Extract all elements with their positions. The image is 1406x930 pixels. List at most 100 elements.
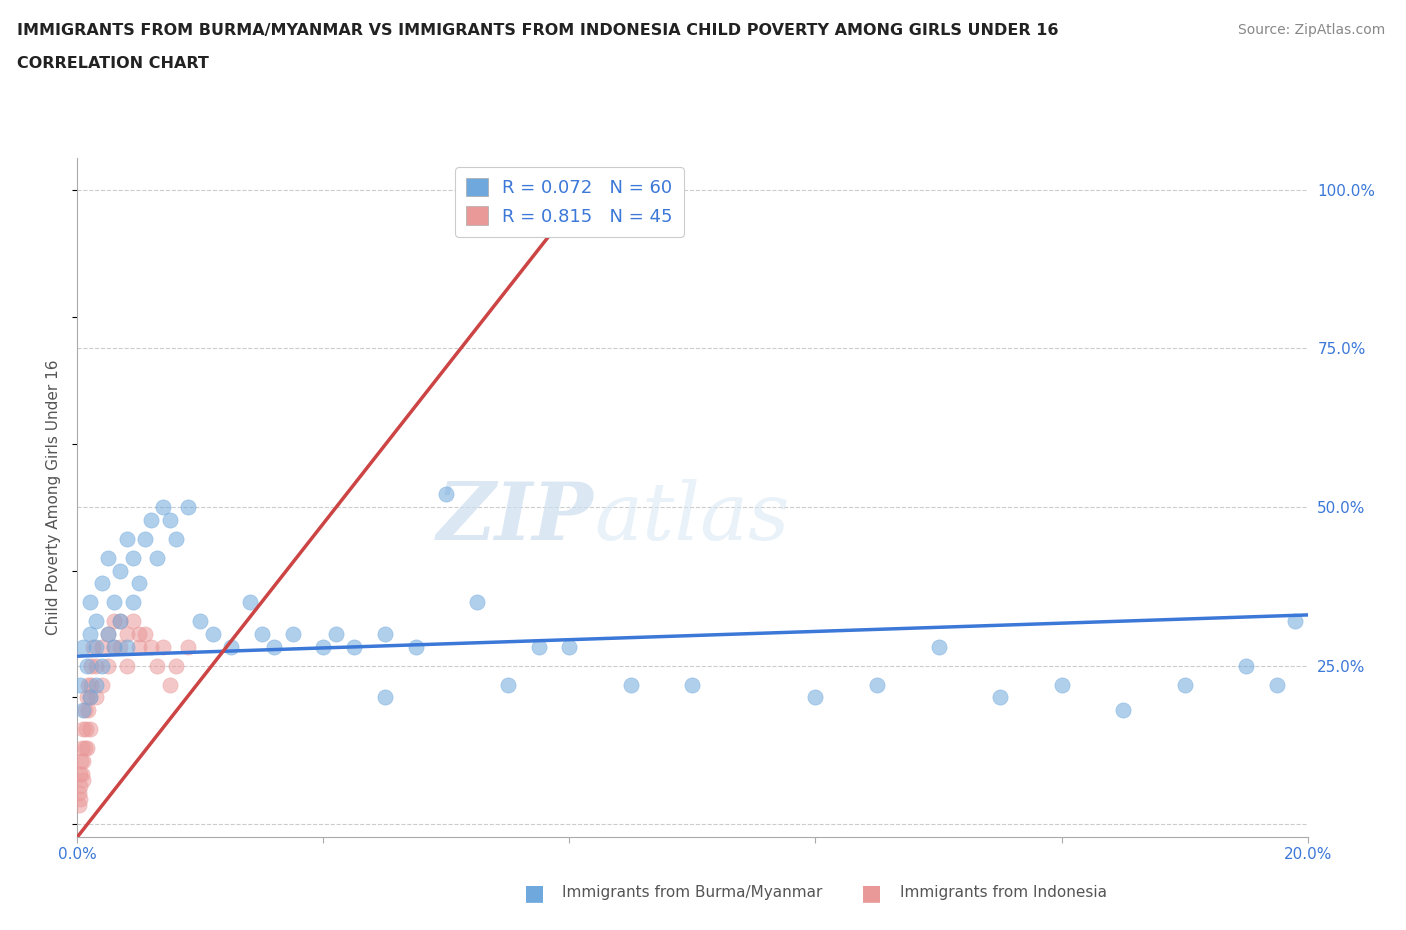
Point xyxy=(141,639,163,654)
Y-axis label: Child Poverty Among Girls Under 16: Child Poverty Among Girls Under 16 xyxy=(46,360,62,635)
Point xyxy=(97,551,120,565)
Point xyxy=(69,766,91,781)
Point xyxy=(110,614,132,629)
Point xyxy=(146,658,169,673)
Text: Source: ZipAtlas.com: Source: ZipAtlas.com xyxy=(1237,23,1385,37)
Point xyxy=(115,639,138,654)
Point xyxy=(69,791,91,806)
Text: Immigrants from Burma/Myanmar: Immigrants from Burma/Myanmar xyxy=(562,885,823,900)
Point xyxy=(1265,677,1288,692)
Point xyxy=(159,512,181,527)
Point xyxy=(1050,677,1073,692)
Point xyxy=(103,639,125,654)
Point xyxy=(72,722,94,737)
Point xyxy=(75,722,97,737)
Text: ■: ■ xyxy=(862,883,882,903)
Point xyxy=(84,614,107,629)
Point xyxy=(73,740,96,755)
Point xyxy=(80,658,103,673)
Point xyxy=(79,595,101,610)
Point xyxy=(79,690,101,705)
Point xyxy=(80,677,103,692)
Text: Immigrants from Indonesia: Immigrants from Indonesia xyxy=(900,885,1107,900)
Point xyxy=(928,639,950,654)
Point xyxy=(76,703,98,718)
Point xyxy=(250,627,273,642)
Point xyxy=(72,639,94,654)
Point xyxy=(188,614,212,629)
Point xyxy=(263,639,285,654)
Point xyxy=(1174,677,1197,692)
Point xyxy=(84,677,107,692)
Point xyxy=(76,690,98,705)
Text: IMMIGRANTS FROM BURMA/MYANMAR VS IMMIGRANTS FROM INDONESIA CHILD POVERTY AMONG G: IMMIGRANTS FROM BURMA/MYANMAR VS IMMIGRA… xyxy=(17,23,1059,38)
Point xyxy=(866,677,889,692)
Point xyxy=(103,614,125,629)
Point xyxy=(312,639,335,654)
Point xyxy=(110,614,132,629)
Point xyxy=(97,658,120,673)
Point xyxy=(110,563,132,578)
Point xyxy=(804,690,827,705)
Point xyxy=(79,690,101,705)
Point xyxy=(67,798,90,813)
Point xyxy=(343,639,366,654)
Point xyxy=(128,576,150,591)
Point xyxy=(75,703,97,718)
Point xyxy=(374,627,396,642)
Point xyxy=(103,595,125,610)
Point xyxy=(558,639,581,654)
Point xyxy=(219,639,242,654)
Point xyxy=(90,639,114,654)
Point xyxy=(84,658,107,673)
Point xyxy=(121,614,143,629)
Point xyxy=(76,740,98,755)
Point xyxy=(82,639,104,654)
Point xyxy=(90,658,114,673)
Point xyxy=(527,639,550,654)
Point xyxy=(115,627,138,642)
Point xyxy=(67,785,90,800)
Point xyxy=(77,677,100,692)
Point xyxy=(165,658,187,673)
Point xyxy=(134,627,156,642)
Point xyxy=(146,551,169,565)
Point xyxy=(281,627,304,642)
Point xyxy=(1234,658,1257,673)
Point xyxy=(128,639,150,654)
Point xyxy=(128,627,150,642)
Point xyxy=(72,753,94,768)
Point xyxy=(69,778,91,793)
Point xyxy=(465,595,488,610)
Text: atlas: atlas xyxy=(595,479,789,557)
Point xyxy=(70,766,93,781)
Point xyxy=(84,639,107,654)
Point xyxy=(97,627,120,642)
Point xyxy=(103,639,125,654)
Text: ZIP: ZIP xyxy=(437,479,595,557)
Point xyxy=(79,722,101,737)
Point xyxy=(177,499,200,514)
Point xyxy=(141,512,163,527)
Point xyxy=(159,677,181,692)
Point xyxy=(69,677,91,692)
Point xyxy=(70,740,93,755)
Point xyxy=(682,677,704,692)
Point xyxy=(79,627,101,642)
Text: CORRELATION CHART: CORRELATION CHART xyxy=(17,56,208,71)
Point xyxy=(110,639,132,654)
Point xyxy=(97,627,120,642)
Point xyxy=(115,531,138,546)
Text: ■: ■ xyxy=(524,883,544,903)
Point xyxy=(988,690,1011,705)
Point xyxy=(121,595,143,610)
Point xyxy=(115,658,138,673)
Point xyxy=(84,690,107,705)
Point xyxy=(177,639,200,654)
Point xyxy=(70,753,93,768)
Point xyxy=(496,677,519,692)
Point xyxy=(121,551,143,565)
Point xyxy=(152,639,174,654)
Point xyxy=(620,677,643,692)
Point xyxy=(325,627,347,642)
